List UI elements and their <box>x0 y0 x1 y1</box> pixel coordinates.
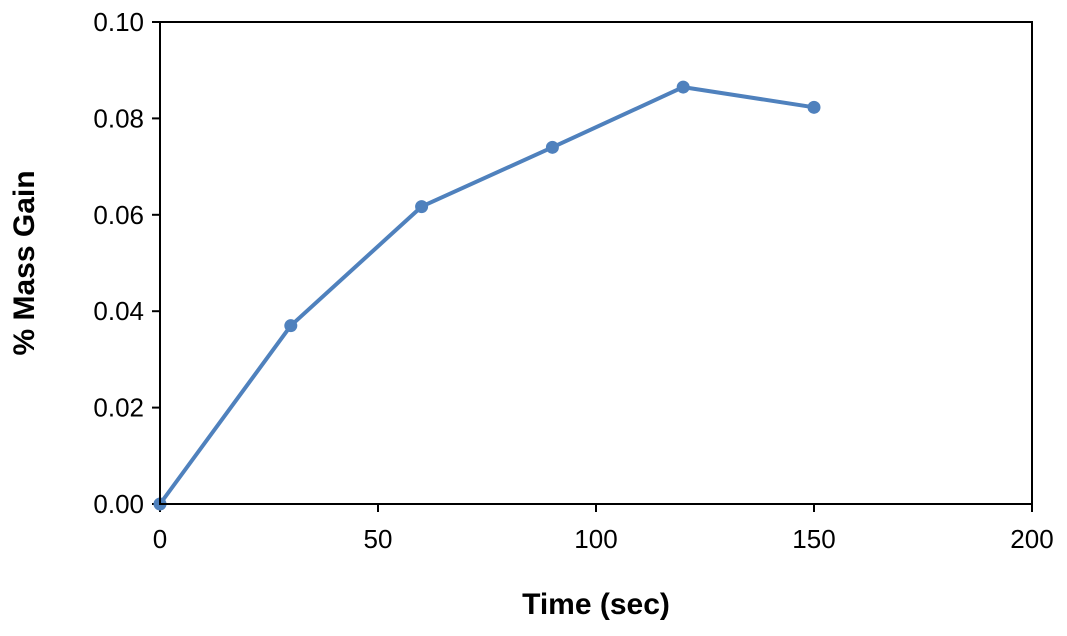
series-line <box>158 85 816 506</box>
tick-labels: 0 50 100 150 200 0.00 0.02 0.04 0.06 0.08 0.10 <box>93 7 1053 554</box>
data-point <box>284 319 298 333</box>
y-axis-title: % Mass Gain <box>8 170 41 355</box>
y-tick-label: 0.10 <box>93 7 144 37</box>
data-point <box>415 200 429 214</box>
y-tick-label: 0.00 <box>93 489 144 519</box>
data-point <box>545 140 559 154</box>
y-tick-label: 0.06 <box>93 200 144 230</box>
data-point <box>807 100 821 114</box>
x-tick-label: 50 <box>364 524 393 554</box>
x-tick-label: 0 <box>153 524 167 554</box>
y-tick-label: 0.02 <box>93 393 144 423</box>
data-point <box>676 80 690 94</box>
x-tick-label: 100 <box>574 524 617 554</box>
x-axis-title: Time (sec) <box>522 588 670 621</box>
y-tick-label: 0.08 <box>93 103 144 133</box>
x-tick-label: 200 <box>1010 524 1053 554</box>
x-tick-label: 150 <box>792 524 835 554</box>
y-tick-label: 0.04 <box>93 296 144 326</box>
tick-marks <box>152 21 1033 512</box>
plot-frame <box>159 21 1033 505</box>
series-layer <box>153 80 821 511</box>
